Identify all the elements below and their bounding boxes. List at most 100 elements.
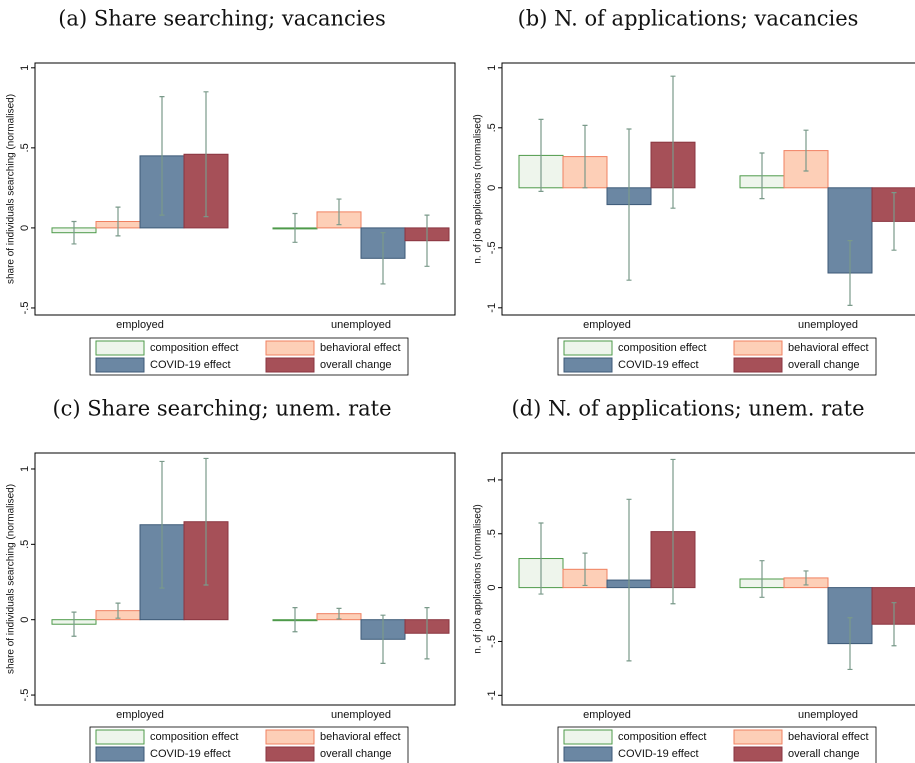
x-tick-label: unemployed	[331, 319, 391, 331]
panel-title: (a) Share searching; vacancies	[58, 7, 386, 31]
legend-label: overall change	[788, 748, 860, 760]
legend-label: overall change	[320, 359, 392, 371]
x-tick-label: employed	[583, 319, 631, 331]
legend-swatch	[95, 746, 145, 762]
y-axis-label: n. of job applications (normalised)	[473, 504, 484, 654]
legend-swatch	[733, 746, 783, 762]
error-bar	[670, 75, 676, 209]
y-axis-label: share of individuals searching (normalis…	[6, 484, 17, 674]
error-bar	[159, 460, 165, 589]
y-tick-label: -.5	[486, 635, 498, 648]
error-bar	[292, 212, 298, 243]
y-tick-label: .5	[486, 529, 498, 538]
x-tick-label: unemployed	[798, 709, 858, 721]
plot-frame	[501, 452, 915, 706]
error-bar	[380, 232, 386, 285]
y-tick-label: 1	[19, 466, 31, 472]
legend-label: composition effect	[618, 342, 706, 354]
legend-swatch	[265, 340, 315, 356]
legend-swatch	[563, 746, 613, 762]
legend-swatch	[95, 340, 145, 356]
legend-swatch	[733, 340, 783, 356]
error-bar	[626, 128, 632, 281]
legend-label: composition effect	[150, 342, 238, 354]
legend-label: COVID-19 effect	[150, 359, 231, 371]
legend-label: overall change	[320, 748, 392, 760]
legend-swatch	[265, 729, 315, 745]
error-bar	[670, 458, 676, 605]
plot-frame	[501, 62, 915, 316]
legend-swatch	[265, 746, 315, 762]
error-bar	[71, 611, 77, 637]
error-bar	[803, 129, 809, 172]
legend-swatch	[563, 729, 613, 745]
error-bar	[336, 198, 342, 226]
panel-title: (b) N. of applications; vacancies	[518, 7, 859, 31]
legend-label: COVID-19 effect	[618, 748, 699, 760]
x-tick-label: employed	[583, 709, 631, 721]
error-bar	[582, 124, 588, 189]
y-tick-label: 0	[486, 585, 498, 591]
legend-swatch	[265, 357, 315, 373]
y-tick-label: 1	[19, 65, 31, 71]
y-tick-label: 1	[486, 65, 498, 71]
legend-label: behavioral effect	[788, 731, 869, 743]
y-tick-label: -1	[486, 303, 498, 313]
error-bar	[582, 552, 588, 587]
legend-label: overall change	[788, 359, 860, 371]
y-axis-label: n. of job applications (normalised)	[473, 114, 484, 264]
error-bar	[847, 240, 853, 306]
legend-swatch	[95, 729, 145, 745]
y-tick-label: -1	[486, 690, 498, 700]
y-tick-label: 0	[19, 225, 31, 231]
legend-label: COVID-19 effect	[618, 359, 699, 371]
panel-title: (c) Share searching; unem. rate	[52, 397, 391, 421]
panel-title: (d) N. of applications; unem. rate	[511, 397, 864, 421]
legend-label: behavioral effect	[320, 342, 401, 354]
error-bar	[159, 96, 165, 216]
y-tick-label: -.5	[486, 241, 498, 254]
legend-label: COVID-19 effect	[150, 748, 231, 760]
error-bar	[759, 560, 765, 598]
error-bar	[891, 602, 897, 647]
y-axis-label: share of individuals searching (normalis…	[6, 94, 17, 284]
y-tick-label: .5	[19, 143, 31, 152]
error-bar	[847, 617, 853, 671]
y-tick-label: .5	[19, 540, 31, 549]
y-tick-label: .5	[486, 123, 498, 132]
error-bar	[115, 602, 121, 619]
legend-label: behavioral effect	[788, 342, 869, 354]
legend-label: behavioral effect	[320, 731, 401, 743]
error-bar	[891, 192, 897, 251]
plot-frame	[34, 62, 456, 316]
legend-label: composition effect	[618, 731, 706, 743]
x-tick-label: unemployed	[798, 319, 858, 331]
y-tick-label: -.5	[19, 302, 31, 315]
error-bar	[380, 614, 386, 665]
error-bar	[626, 498, 632, 662]
legend-swatch	[733, 357, 783, 373]
error-bar	[71, 220, 77, 245]
error-bar	[424, 214, 430, 267]
legend-swatch	[733, 729, 783, 745]
y-tick-label: 1	[486, 477, 498, 483]
legend-label: composition effect	[150, 731, 238, 743]
error-bar	[759, 152, 765, 200]
legend-swatch	[95, 357, 145, 373]
error-bar	[292, 607, 298, 633]
error-bar	[424, 607, 430, 660]
error-bar	[203, 91, 209, 218]
error-bar	[538, 118, 544, 192]
error-bar	[538, 522, 544, 595]
legend-swatch	[563, 340, 613, 356]
y-tick-label: -.5	[19, 689, 31, 702]
x-tick-label: employed	[116, 319, 164, 331]
x-tick-label: unemployed	[331, 709, 391, 721]
error-bar	[803, 570, 809, 586]
error-bar	[115, 206, 121, 237]
y-tick-label: 0	[19, 617, 31, 623]
plot-frame	[34, 452, 456, 706]
y-tick-label: 0	[486, 185, 498, 191]
x-tick-label: employed	[116, 709, 164, 721]
